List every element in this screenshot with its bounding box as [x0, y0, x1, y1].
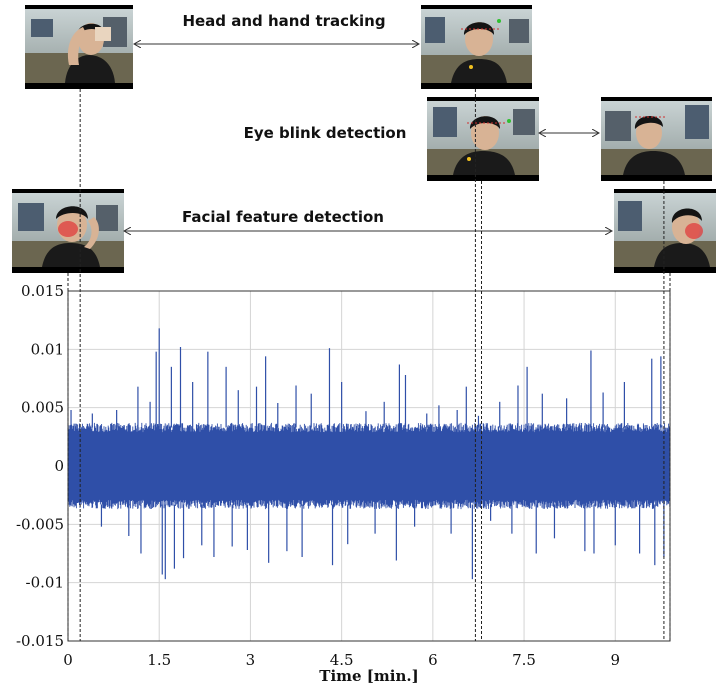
video-frame-head-tracking-start: [25, 5, 133, 89]
x-tick-label: 4.5: [330, 651, 354, 669]
video-frame-eye-blink-start: [427, 97, 539, 181]
annotation-label-facial-feature: Facial feature detection: [182, 208, 384, 226]
annotation-label-head-hand-tracking: Head and hand tracking: [182, 12, 385, 30]
event-guide-lines: [67, 89, 671, 641]
annotation-arrows: [124, 44, 612, 231]
video-frame-head-tracking-end: [421, 5, 532, 89]
x-axis-ticks: 0 1.5 3 4.5 6 7.5 9: [63, 651, 620, 669]
video-frame-thumbnails: [12, 5, 716, 273]
annotation-label-eye-blink: Eye blink detection: [244, 124, 407, 142]
x-tick-label: 1.5: [147, 651, 171, 669]
y-tick-label: 0: [54, 457, 64, 475]
video-frame-eye-blink-end: [601, 97, 712, 181]
x-tick-label: 7.5: [512, 651, 536, 669]
x-tick-label: 6: [428, 651, 438, 669]
video-frame-facial-feature-start: [12, 189, 124, 273]
x-axis-label: Time [min.]: [319, 667, 418, 685]
y-tick-label: 0.005: [21, 399, 64, 417]
x-tick-label: 9: [610, 651, 620, 669]
video-frame-facial-feature-end: [614, 189, 716, 273]
signal-noise-band: [67, 422, 671, 510]
x-tick-label: 3: [246, 651, 256, 669]
y-tick-label: 0.01: [31, 340, 64, 358]
signal-plot: 0.015 0.01 0.005 0 -0.005 -0.01 -0.015 0 1.5 3 4.…: [16, 89, 671, 685]
y-tick-label: 0.015: [21, 282, 64, 300]
y-tick-label: -0.005: [16, 515, 64, 533]
x-tick-label: 0: [63, 651, 73, 669]
y-axis-ticks: 0.015 0.01 0.005 0 -0.005 -0.01 -0.015: [16, 282, 64, 650]
y-tick-label: -0.015: [16, 632, 64, 650]
y-tick-label: -0.01: [26, 574, 64, 592]
